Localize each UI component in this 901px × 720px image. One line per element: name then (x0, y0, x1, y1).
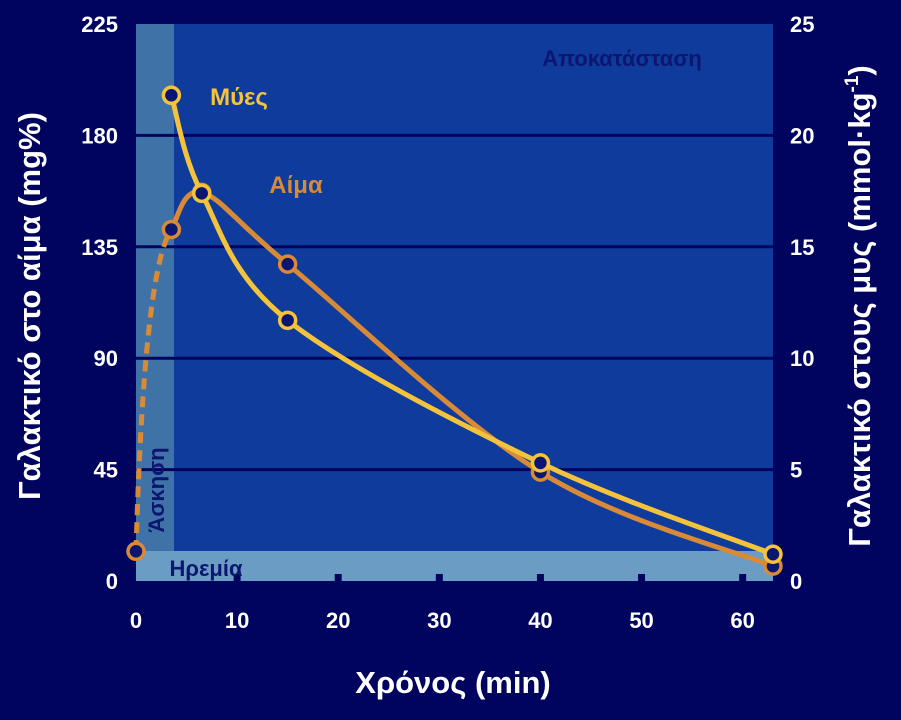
muscle-point (277, 310, 298, 331)
y-axis-right-title-main: Γαλακτικό στους μυς (mmol·kg (842, 92, 877, 546)
x-axis-title: Χρόνος (min) (355, 665, 550, 700)
y-right-tick-label: 25 (790, 12, 814, 37)
y-axis-right-title: Γαλακτικό στους μυς (mmol·kg-1) (842, 65, 877, 547)
y-right-tick-label: 5 (790, 458, 802, 483)
y-left-tick-label: 135 (81, 235, 118, 260)
y-right-tick-label: 10 (790, 346, 814, 371)
x-tick-mark (233, 574, 241, 583)
y-axis-left-ticks: 0 45 90 135 180 225 (81, 12, 118, 594)
muscle-point (763, 544, 783, 565)
y-axis-right-title-superscript: -1 (842, 75, 863, 92)
x-tick-mark (638, 574, 646, 583)
y-left-tick-label: 45 (94, 458, 118, 483)
y-axis-right-ticks: 0 5 10 15 20 25 (790, 12, 814, 594)
x-tick-mark (536, 574, 544, 583)
x-tick-label: 20 (326, 608, 350, 633)
x-tick-label: 30 (427, 608, 451, 633)
gridlines (136, 133, 773, 472)
y-axis-right-title-close: ) (842, 65, 877, 75)
series-label-muscle: Μύες (210, 84, 268, 111)
y-right-tick-label: 15 (790, 235, 814, 260)
exercise-label: Άσκηση (144, 447, 169, 532)
x-tick-mark (739, 574, 747, 583)
blood-point (277, 254, 298, 274)
muscle-point (530, 453, 551, 473)
muscle-line (168, 92, 776, 557)
muscle-point (161, 85, 182, 106)
x-axis-ticks: 0 10 20 30 40 50 60 (130, 574, 755, 633)
recovery-label: Αποκατάσταση (542, 46, 702, 71)
y-right-tick-label: 0 (790, 569, 802, 594)
series-layer (126, 85, 783, 576)
x-tick-label: 10 (225, 608, 249, 633)
series-label-blood: Αίμα (269, 172, 323, 199)
x-tick-label: 50 (629, 608, 653, 633)
x-tick-label: 0 (130, 608, 142, 633)
x-tick-label: 40 (528, 608, 552, 633)
y-left-tick-label: 90 (94, 346, 118, 371)
y-left-tick-label: 225 (81, 12, 118, 37)
y-left-tick-label: 0 (106, 569, 118, 594)
muscle-point (191, 183, 212, 204)
y-right-tick-label: 20 (790, 123, 814, 148)
y-left-tick-label: 180 (81, 123, 118, 148)
rest-label: Ηρεμία (169, 556, 243, 581)
x-tick-mark (334, 574, 342, 583)
x-tick-label: 60 (730, 608, 754, 633)
x-tick-mark (435, 574, 443, 583)
y-axis-left-title: Γαλακτικό στο αίμα (mg%) (12, 112, 47, 500)
rest-band (136, 551, 773, 581)
blood-point (126, 541, 146, 562)
blood-dashed-line (133, 228, 174, 552)
blood-point (161, 219, 182, 240)
exercise-band (136, 24, 174, 551)
plot-area (136, 24, 773, 581)
